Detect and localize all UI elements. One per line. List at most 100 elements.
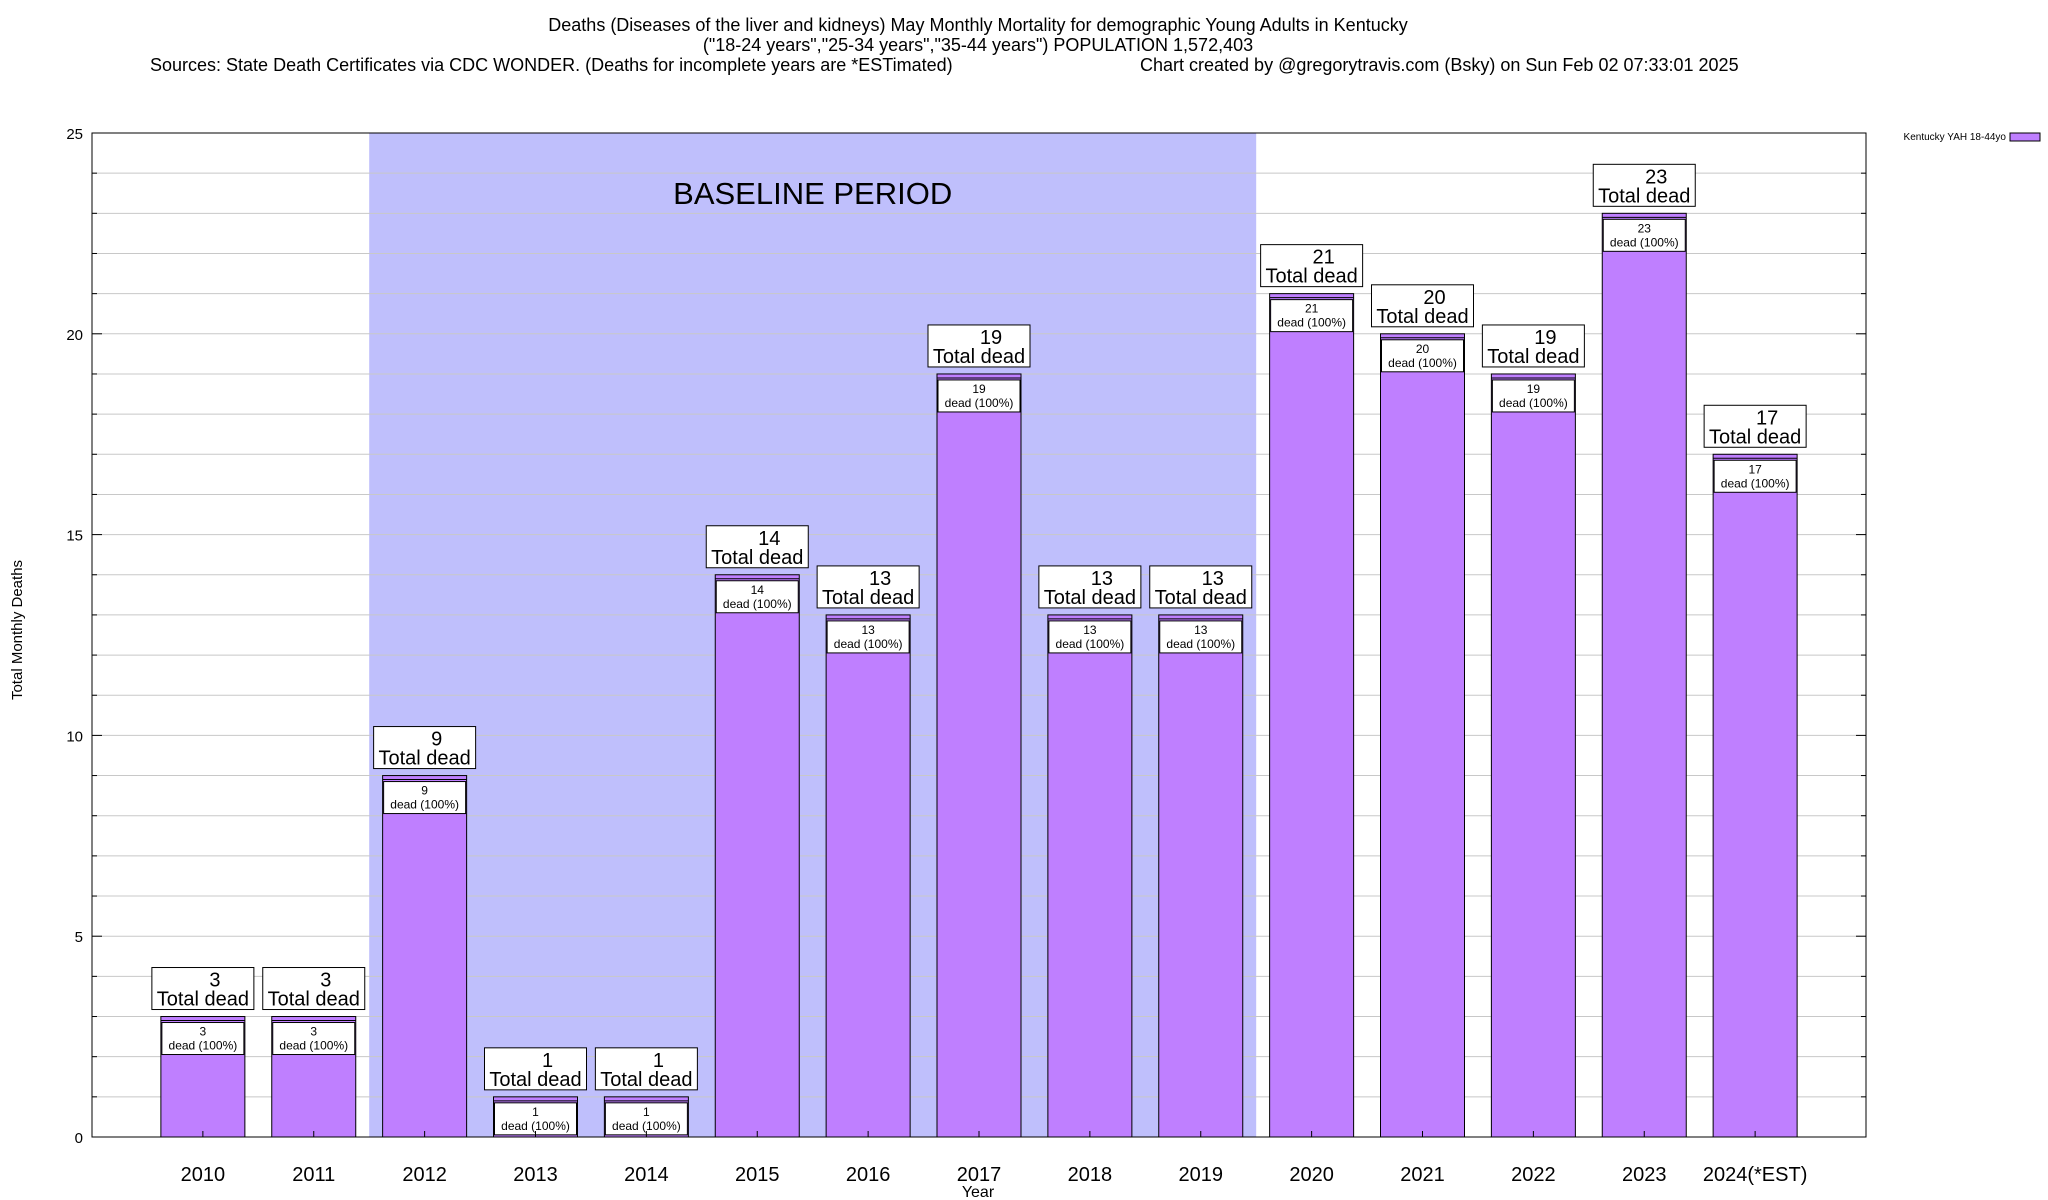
inner-label-value: 1 [643,1105,650,1119]
total-label-text: Total dead [268,989,360,1011]
inner-label-value: 13 [861,623,875,637]
y-tick-label: 20 [66,327,83,344]
total-label-box [1703,404,1807,448]
inner-label-text: dead (100%) [1499,396,1568,410]
total-label-text: Total dead [1598,185,1690,207]
inner-label-box [1381,339,1464,373]
total-label-text: Total dead [1709,426,1801,448]
bar-2015 [714,574,800,1138]
inner-label-text: dead (100%) [834,637,903,651]
baseline-label: BASELINE PERIOD [673,176,952,211]
bar-2012 [382,775,468,1138]
total-label-box [373,726,477,770]
total-label-value: 13 [1091,568,1113,590]
inner-label-text: dead (100%) [1610,235,1679,249]
total-label-box [1592,163,1696,207]
inner-label-value: 19 [972,382,986,396]
inner-label-text: dead (100%) [501,1119,570,1133]
inner-label-text: dead (100%) [1056,637,1125,651]
x-tick-label: 2020 [1289,1164,1334,1186]
bar-2021 [1380,333,1465,1138]
total-label-value: 23 [1645,166,1667,188]
total-label-text: Total dead [378,748,470,770]
legend-swatch [2009,132,2041,142]
total-label-value: 9 [431,729,442,751]
x-tick-label: 2012 [402,1164,447,1186]
total-label-value: 3 [209,970,220,992]
inner-label-text: dead (100%) [1388,356,1457,370]
total-label-text: Total dead [157,989,249,1011]
x-tick-label: 2015 [735,1164,780,1186]
inner-label-text: dead (100%) [945,396,1014,410]
total-label-text: Total dead [711,547,803,569]
inner-label-value: 17 [1748,462,1762,476]
x-tick-label: 2014 [624,1164,669,1186]
total-label-text: Total dead [1155,587,1247,609]
chart-credit: Chart created by @gregorytravis.com (Bsk… [1140,55,1739,75]
inner-label-box [383,781,467,815]
inner-label-text: dead (100%) [723,597,792,611]
x-tick-label: 2016 [846,1164,891,1186]
x-tick-label: 2013 [513,1164,558,1186]
total-label-text: Total dead [1487,346,1579,368]
chart-sources: Sources: State Death Certificates via CD… [150,55,953,75]
total-label-value: 17 [1756,407,1778,429]
inner-label-text: dead (100%) [612,1119,681,1133]
inner-label-box [161,1022,245,1056]
inner-label-box [604,1102,688,1136]
total-label-box [1260,244,1364,288]
total-label-value: 1 [653,1050,664,1072]
total-label-text: Total dead [1265,266,1357,288]
total-label-box [151,967,255,1011]
inner-label-text: dead (100%) [390,798,459,812]
total-label-value: 13 [1202,568,1224,590]
inner-label-value: 14 [751,583,765,597]
total-label-box [484,1047,587,1091]
total-label-text: Total dead [489,1069,581,1091]
y-tick-label: 5 [75,929,83,946]
bar-2024(*EST) [1712,453,1798,1138]
inner-label-box [1713,459,1797,493]
x-tick-label: 2019 [1179,1164,1224,1186]
y-tick-label: 15 [66,528,83,545]
total-label-text: Total dead [1044,587,1136,609]
inner-label-value: 13 [1083,623,1097,637]
inner-label-box [1602,218,1686,252]
total-label-value: 14 [758,528,780,550]
total-label-box [1481,324,1585,368]
y-tick-label: 0 [75,1130,83,1147]
legend: Kentucky YAH 18-44yo [1904,132,2041,143]
total-label-text: Total dead [1376,306,1468,328]
total-label-box [927,324,1031,368]
total-label-box [705,525,809,569]
total-label-value: 20 [1423,287,1445,309]
inner-label-box [272,1022,356,1056]
inner-label-value: 3 [200,1025,207,1039]
x-axis-label: Year [962,1184,995,1200]
inner-label-value: 1 [532,1105,539,1119]
total-label-box [816,565,920,609]
bar-2020 [1269,293,1355,1138]
bar-2016 [825,614,911,1138]
inner-label-box [494,1102,577,1136]
inner-label-value: 21 [1305,302,1319,316]
inner-label-box [1491,379,1575,413]
chart-subtitle: ("18-24 years","25-34 years","35-44 year… [703,35,1253,55]
bars [160,212,1798,1138]
inner-label-box [715,580,799,614]
total-label-box [1038,565,1142,609]
x-tick-label: 2021 [1400,1164,1445,1186]
inner-label-value: 3 [310,1025,317,1039]
total-label-box [594,1047,698,1091]
total-label-text: Total dead [600,1069,692,1091]
total-label-box [1371,284,1474,328]
x-tick-label: 2018 [1068,1164,1113,1186]
chart-title: Deaths (Diseases of the liver and kidney… [548,15,1407,35]
inner-label-box [1048,620,1132,654]
total-label-value: 19 [980,327,1002,349]
x-tick-label: 2017 [957,1164,1002,1186]
total-label-value: 19 [1534,327,1556,349]
inner-label-value: 20 [1416,342,1430,356]
